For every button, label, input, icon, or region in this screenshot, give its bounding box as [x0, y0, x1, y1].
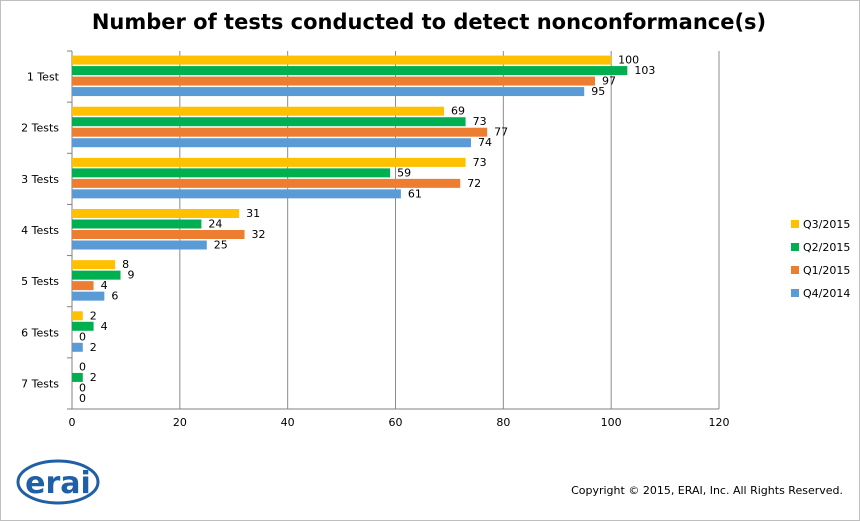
copyright-text: Copyright © 2015, ERAI, Inc. All Rights … [571, 484, 843, 497]
category-label: 7 Tests [21, 377, 59, 390]
legend-label: Q2/2015 [803, 241, 850, 254]
bar [72, 342, 83, 352]
x-tick-label: 60 [389, 416, 403, 429]
legend-swatch [791, 220, 799, 228]
bars [72, 55, 628, 382]
bar [72, 260, 116, 270]
logo-text: erai [25, 466, 91, 501]
data-label: 2 [90, 309, 97, 322]
erai-logo: erai [16, 459, 100, 505]
data-label: 0 [79, 392, 86, 405]
x-tick-label: 20 [173, 416, 187, 429]
bar [72, 178, 461, 188]
data-label: 0 [79, 330, 86, 343]
bar [72, 240, 207, 250]
bar [72, 157, 466, 167]
data-label: 0 [79, 360, 86, 373]
bar [72, 311, 83, 321]
data-label: 74 [478, 136, 492, 149]
data-label: 8 [122, 258, 129, 271]
category-label: 2 Tests [21, 122, 59, 135]
data-label: 59 [397, 166, 411, 179]
data-label: 9 [128, 269, 135, 282]
bar [72, 230, 245, 239]
legend-swatch [791, 266, 799, 274]
x-tick-label: 120 [709, 416, 730, 429]
data-label: 103 [634, 64, 655, 77]
legend-label: Q4/2014 [803, 287, 850, 300]
bar [72, 117, 466, 127]
bar [72, 127, 488, 137]
data-labels: 1001039795697377747359726131243225894624… [79, 54, 655, 405]
x-tick-label: 80 [496, 416, 510, 429]
bar [72, 270, 121, 280]
bar [72, 281, 94, 291]
data-label: 2 [90, 371, 97, 384]
data-label: 72 [467, 177, 481, 190]
data-label: 95 [591, 85, 605, 98]
category-label: 6 Tests [21, 326, 59, 339]
data-label: 73 [473, 115, 487, 128]
x-tick-labels: 0 20 40 60 80 100 120 [69, 416, 730, 429]
bar [72, 138, 471, 148]
category-label: 4 Tests [21, 224, 59, 237]
legend-label: Q1/2015 [803, 264, 850, 277]
bar [72, 168, 391, 178]
data-label: 97 [602, 75, 616, 88]
bar [72, 106, 445, 116]
bar [72, 219, 202, 229]
legend: Q3/2015 Q2/2015 Q1/2015 Q4/2014 [791, 218, 850, 300]
category-label: 1 Test [27, 71, 60, 84]
bar [72, 189, 401, 199]
data-label: 0 [79, 381, 86, 394]
bar [72, 291, 105, 301]
chart-title: Number of tests conducted to detect nonc… [92, 10, 766, 34]
legend-label: Q3/2015 [803, 218, 850, 231]
data-label: 31 [246, 207, 260, 220]
x-tick-label: 0 [69, 416, 76, 429]
bar [72, 66, 628, 76]
data-label: 2 [90, 341, 97, 354]
bar [72, 76, 595, 86]
legend-swatch [791, 243, 799, 251]
bar [72, 321, 94, 331]
data-label: 4 [101, 279, 108, 292]
data-label: 25 [214, 239, 228, 252]
data-label: 32 [252, 228, 266, 241]
category-labels: 1 Test 2 Tests 3 Tests 4 Tests 5 Tests 6 Test… [21, 71, 60, 391]
data-label: 73 [473, 156, 487, 169]
data-label: 4 [101, 320, 108, 333]
category-label: 5 Tests [21, 275, 59, 288]
bar [72, 87, 585, 97]
data-label: 77 [494, 126, 508, 139]
bar [72, 55, 612, 65]
legend-swatch [791, 289, 799, 297]
data-label: 69 [451, 105, 465, 118]
data-label: 24 [208, 218, 222, 231]
category-label: 3 Tests [21, 173, 59, 186]
data-label: 61 [408, 187, 422, 200]
x-tick-label: 40 [281, 416, 295, 429]
data-label: 100 [618, 54, 639, 67]
data-label: 6 [111, 290, 118, 303]
bar [72, 209, 240, 218]
x-tick-label: 100 [601, 416, 622, 429]
bar [72, 372, 83, 382]
